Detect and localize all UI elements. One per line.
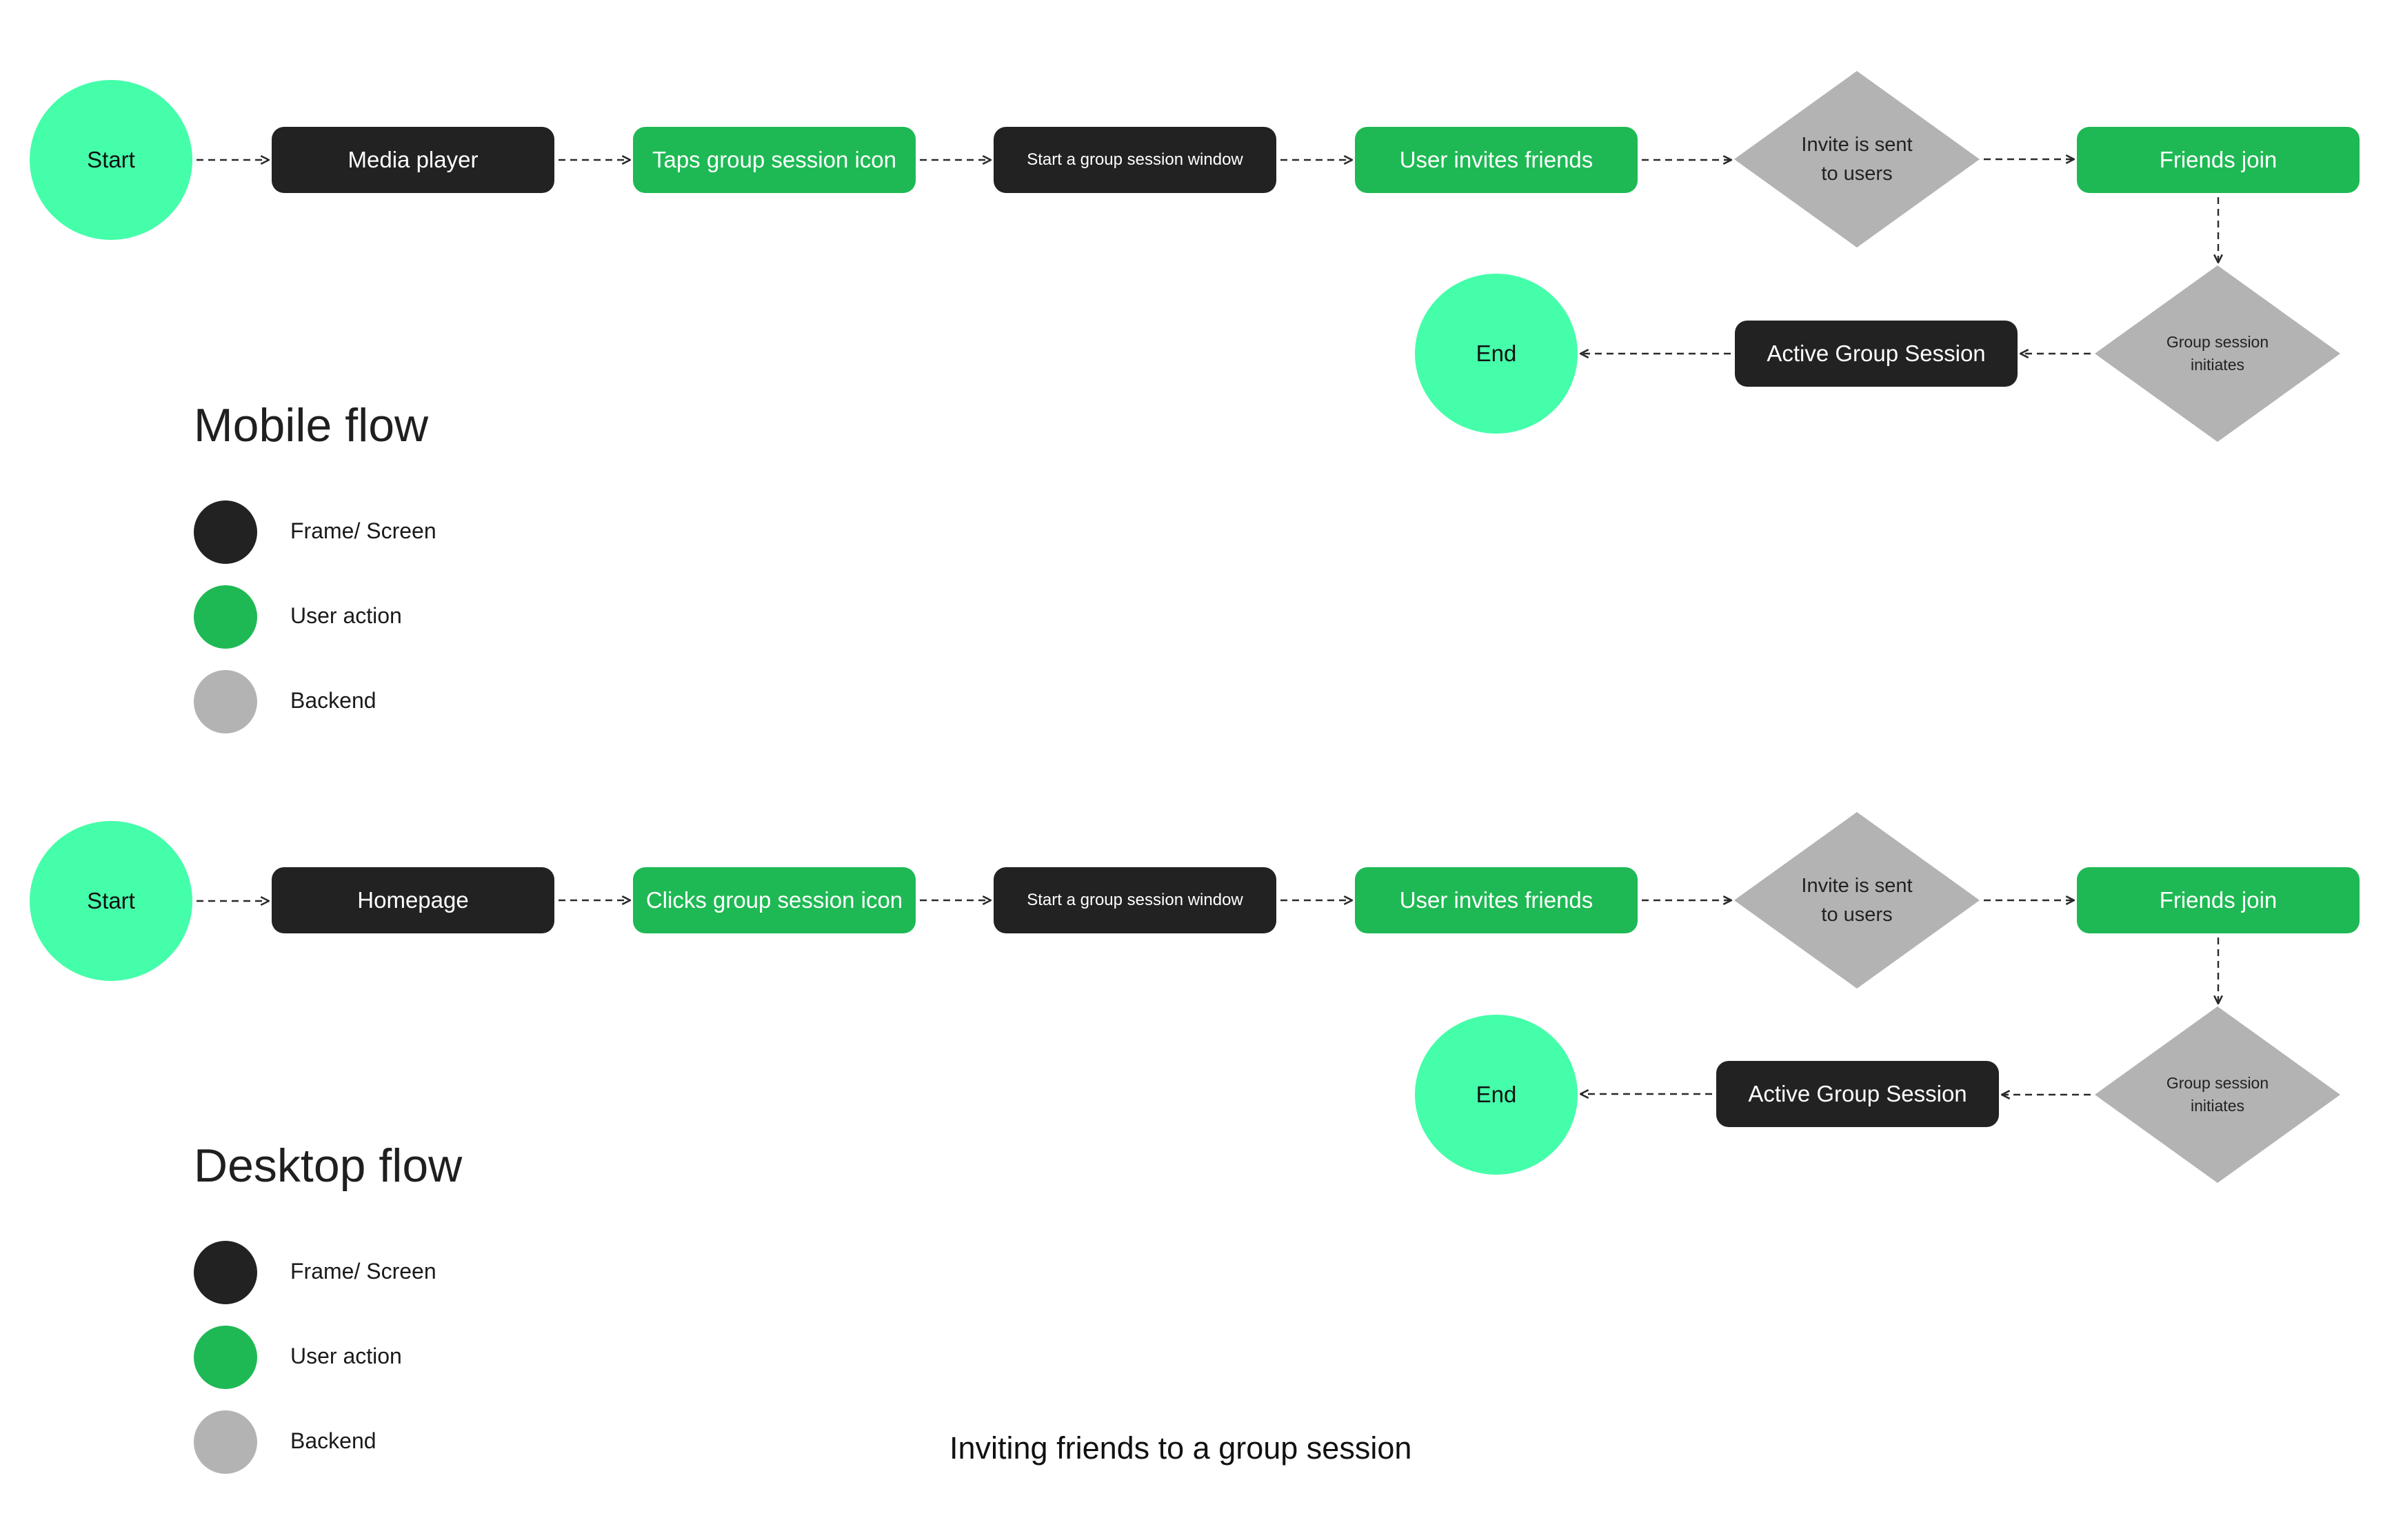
desktop-legend-backend-swatch <box>194 1410 257 1474</box>
desktop-invite-sent-label: Invite is sent to users <box>1801 874 1913 926</box>
desktop-homepage-node: Homepage <box>272 867 554 933</box>
desktop-group-session-initiates-label: Group session initiates <box>2166 1073 2269 1115</box>
mobile-invite-sent-decision: Invite is sent to users <box>1734 71 1980 247</box>
mobile-start-node: Start <box>30 80 192 240</box>
desktop-group-session-initiates-decision-shape <box>2095 1006 2340 1183</box>
desktop-active-group-session-node: Active Group Session <box>1716 1061 1999 1127</box>
mobile-legend-frame-label: Frame/ Screen <box>290 518 436 543</box>
mobile-media-player-node: Media player <box>272 127 554 193</box>
mobile-legend-action-label: User action <box>290 603 402 628</box>
desktop-legend-frame-swatch <box>194 1241 257 1304</box>
mobile-flow-title: Mobile flow <box>194 399 429 452</box>
mobile-legend-frame-swatch <box>194 500 257 564</box>
desktop-group-session-initiates-decision: Group session initiates <box>2095 1006 2340 1183</box>
mobile-invite-sent-decision-shape <box>1734 71 1980 247</box>
desktop-invite-sent-decision-shape <box>1734 812 1980 989</box>
desktop-legend-frame-label: Frame/ Screen <box>290 1259 436 1284</box>
mobile-friends-join-node: Friends join <box>2077 127 2360 193</box>
desktop-friends-join-node: Friends join <box>2077 867 2360 933</box>
mobile-invite-sent-label: Invite is sent to users <box>1801 133 1913 185</box>
mobile-legend-backend-label: Backend <box>290 688 376 713</box>
desktop-invite-sent-decision: Invite is sent to users <box>1734 812 1980 989</box>
mobile-group-session-initiates-label: Group session initiates <box>2166 332 2269 374</box>
mobile-start-group-session-window-node: Start a group session window <box>994 127 1276 193</box>
mobile-taps-group-session-icon-node: Taps group session icon <box>633 127 916 193</box>
mobile-user-invites-friends-node: User invites friends <box>1355 127 1638 193</box>
mobile-legend-action-swatch <box>194 585 257 649</box>
mobile-legend-backend-swatch <box>194 670 257 733</box>
diagram-caption: Inviting friends to a group session <box>949 1430 1412 1466</box>
desktop-flow-title: Desktop flow <box>194 1139 463 1192</box>
desktop-legend-action-label: User action <box>290 1344 402 1368</box>
desktop-clicks-group-session-icon-node: Clicks group session icon <box>633 867 916 933</box>
desktop-user-invites-friends-node: User invites friends <box>1355 867 1638 933</box>
desktop-end-node: End <box>1415 1015 1578 1175</box>
mobile-group-session-initiates-decision: Group session initiates <box>2095 265 2340 442</box>
mobile-group-session-initiates-decision-shape <box>2095 265 2340 442</box>
desktop-legend-backend-label: Backend <box>290 1428 376 1453</box>
mobile-end-node: End <box>1415 274 1578 434</box>
mobile-active-group-session-node: Active Group Session <box>1735 321 2018 387</box>
desktop-start-group-session-window-node: Start a group session window <box>994 867 1276 933</box>
desktop-start-node: Start <box>30 821 192 981</box>
desktop-legend-action-swatch <box>194 1326 257 1389</box>
